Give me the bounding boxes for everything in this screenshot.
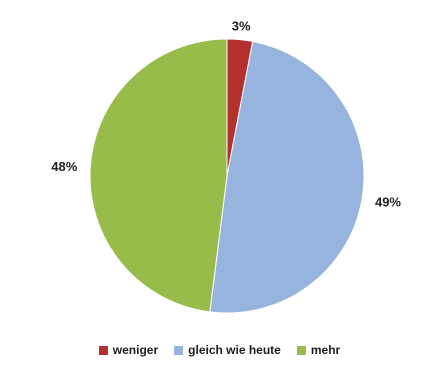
legend: weniger gleich wie heute mehr — [0, 343, 439, 357]
legend-label-gleich-wie-heute: gleich wie heute — [188, 343, 281, 357]
legend-swatch-gleich-wie-heute — [174, 345, 184, 355]
legend-swatch-mehr — [296, 345, 306, 355]
legend-swatch-weniger — [98, 345, 108, 355]
legend-item-mehr: mehr — [296, 343, 341, 357]
data-label-weniger: 3% — [232, 19, 251, 34]
legend-label-mehr: mehr — [310, 343, 341, 357]
legend-item-weniger: weniger — [98, 343, 159, 357]
pie-slice-mehr — [89, 38, 228, 313]
legend-label-weniger: weniger — [112, 343, 159, 357]
data-label-gleich-wie-heute: 49% — [375, 194, 401, 209]
data-label-mehr: 48% — [51, 159, 77, 174]
pie-slice-gleich-wie-heute — [209, 40, 365, 314]
legend-item-gleich-wie-heute: gleich wie heute — [174, 343, 281, 357]
